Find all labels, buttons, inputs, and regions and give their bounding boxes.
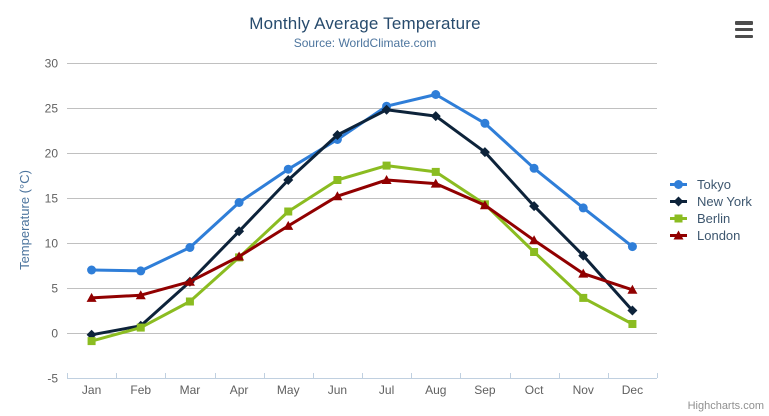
x-axis-category-label: Feb bbox=[130, 383, 151, 397]
y-axis-tick-label: 5 bbox=[51, 282, 58, 296]
data-point-berlin[interactable] bbox=[136, 323, 145, 332]
data-point-berlin[interactable] bbox=[628, 320, 637, 328]
x-axis-category-label: Aug bbox=[425, 383, 446, 397]
data-point-berlin[interactable] bbox=[431, 167, 440, 176]
legend-marker bbox=[674, 180, 683, 189]
series-line-new-york[interactable] bbox=[90, 108, 634, 337]
data-point-new-york[interactable] bbox=[529, 201, 540, 212]
data-point-london[interactable] bbox=[283, 220, 294, 230]
y-axis-tick-label: 0 bbox=[51, 327, 58, 341]
chart-subtitle: Source: WorldClimate.com bbox=[293, 36, 437, 50]
data-point-tokyo[interactable] bbox=[185, 243, 195, 252]
y-axis-tick-label: 20 bbox=[45, 147, 59, 161]
legend-item-berlin[interactable]: Berlin bbox=[670, 210, 752, 227]
data-point-new-york[interactable] bbox=[234, 226, 245, 237]
data-point-london[interactable] bbox=[578, 268, 589, 278]
data-point-berlin[interactable] bbox=[185, 297, 194, 306]
data-point-london[interactable] bbox=[381, 175, 392, 184]
x-axis-category-label: Nov bbox=[573, 383, 594, 397]
legend-symbol-circle-icon bbox=[670, 180, 687, 189]
x-axis-category-label: Dec bbox=[622, 383, 643, 397]
legend-item-london[interactable]: London bbox=[670, 227, 752, 244]
y-axis-tick-label: 10 bbox=[45, 237, 59, 251]
data-point-tokyo[interactable] bbox=[234, 198, 244, 207]
data-point-london[interactable] bbox=[234, 251, 245, 261]
data-point-london[interactable] bbox=[430, 178, 441, 188]
data-point-london[interactable] bbox=[479, 200, 490, 210]
data-point-tokyo[interactable] bbox=[529, 163, 539, 173]
data-point-berlin[interactable] bbox=[530, 248, 539, 256]
legend-label: London bbox=[697, 228, 741, 243]
data-point-tokyo[interactable] bbox=[136, 266, 146, 276]
data-point-new-york[interactable] bbox=[332, 130, 343, 140]
data-point-london[interactable] bbox=[135, 290, 146, 300]
data-point-new-york[interactable] bbox=[578, 250, 589, 261]
x-axis-category-label: Jan bbox=[82, 383, 101, 397]
hamburger-icon bbox=[735, 34, 753, 38]
data-point-tokyo[interactable] bbox=[431, 90, 441, 99]
export-menu-button[interactable] bbox=[735, 21, 753, 38]
y-axis-tick-label: 15 bbox=[45, 192, 59, 206]
legend-label: Tokyo bbox=[697, 177, 731, 192]
legend-item-new-york[interactable]: New York bbox=[670, 193, 752, 210]
series-line-london[interactable] bbox=[90, 178, 634, 300]
x-axis-category-label: Mar bbox=[180, 383, 201, 397]
chart-title: Monthly Average Temperature bbox=[249, 14, 481, 33]
legend-label: Berlin bbox=[697, 211, 731, 226]
data-point-london[interactable] bbox=[184, 276, 195, 286]
data-point-new-york[interactable] bbox=[627, 305, 638, 316]
data-point-london[interactable] bbox=[529, 235, 540, 245]
legend-item-tokyo[interactable]: Tokyo bbox=[670, 176, 752, 193]
data-point-tokyo[interactable] bbox=[578, 203, 588, 213]
hamburger-icon bbox=[735, 27, 753, 32]
legend-symbol-triangle-icon bbox=[670, 230, 687, 240]
legend-marker bbox=[673, 230, 684, 240]
data-point-new-york[interactable] bbox=[479, 147, 490, 158]
x-axis-category-label: Jul bbox=[379, 383, 394, 397]
y-axis-tick-label: 25 bbox=[45, 102, 59, 116]
legend-symbol-square-icon bbox=[670, 214, 687, 223]
legend-marker bbox=[673, 196, 684, 207]
data-point-new-york[interactable] bbox=[381, 104, 392, 115]
data-point-london[interactable] bbox=[86, 292, 97, 302]
legend-marker bbox=[674, 214, 683, 223]
data-point-berlin[interactable] bbox=[284, 207, 293, 216]
credits-link[interactable]: Highcharts.com bbox=[687, 400, 764, 412]
x-axis-category-label: Oct bbox=[525, 383, 544, 397]
x-axis-category-label: Sep bbox=[474, 383, 496, 397]
series-line-berlin[interactable] bbox=[90, 164, 634, 343]
data-point-london[interactable] bbox=[627, 284, 638, 294]
data-point-london[interactable] bbox=[332, 191, 343, 201]
data-point-tokyo[interactable] bbox=[480, 118, 490, 128]
data-point-tokyo[interactable] bbox=[283, 164, 293, 174]
y-axis-tick-label: -5 bbox=[47, 372, 58, 386]
data-point-berlin[interactable] bbox=[333, 176, 342, 184]
y-axis-title: Temperature (°C) bbox=[17, 170, 32, 270]
legend: Tokyo New York Berlin London bbox=[670, 176, 752, 244]
data-point-berlin[interactable] bbox=[579, 293, 588, 302]
x-axis-category-label: Apr bbox=[230, 383, 249, 397]
data-point-berlin[interactable] bbox=[382, 161, 391, 170]
x-axis-category-label: Jun bbox=[328, 383, 347, 397]
data-point-berlin[interactable] bbox=[87, 337, 96, 346]
x-axis-category-label: May bbox=[277, 383, 300, 397]
hamburger-icon bbox=[735, 21, 753, 25]
legend-label: New York bbox=[697, 194, 752, 209]
y-axis-tick-label: 30 bbox=[45, 57, 59, 71]
data-point-new-york[interactable] bbox=[283, 175, 294, 185]
legend-symbol-diamond-icon bbox=[670, 196, 687, 207]
data-point-new-york[interactable] bbox=[430, 111, 441, 122]
data-point-tokyo[interactable] bbox=[87, 265, 97, 275]
data-point-tokyo[interactable] bbox=[627, 242, 637, 252]
